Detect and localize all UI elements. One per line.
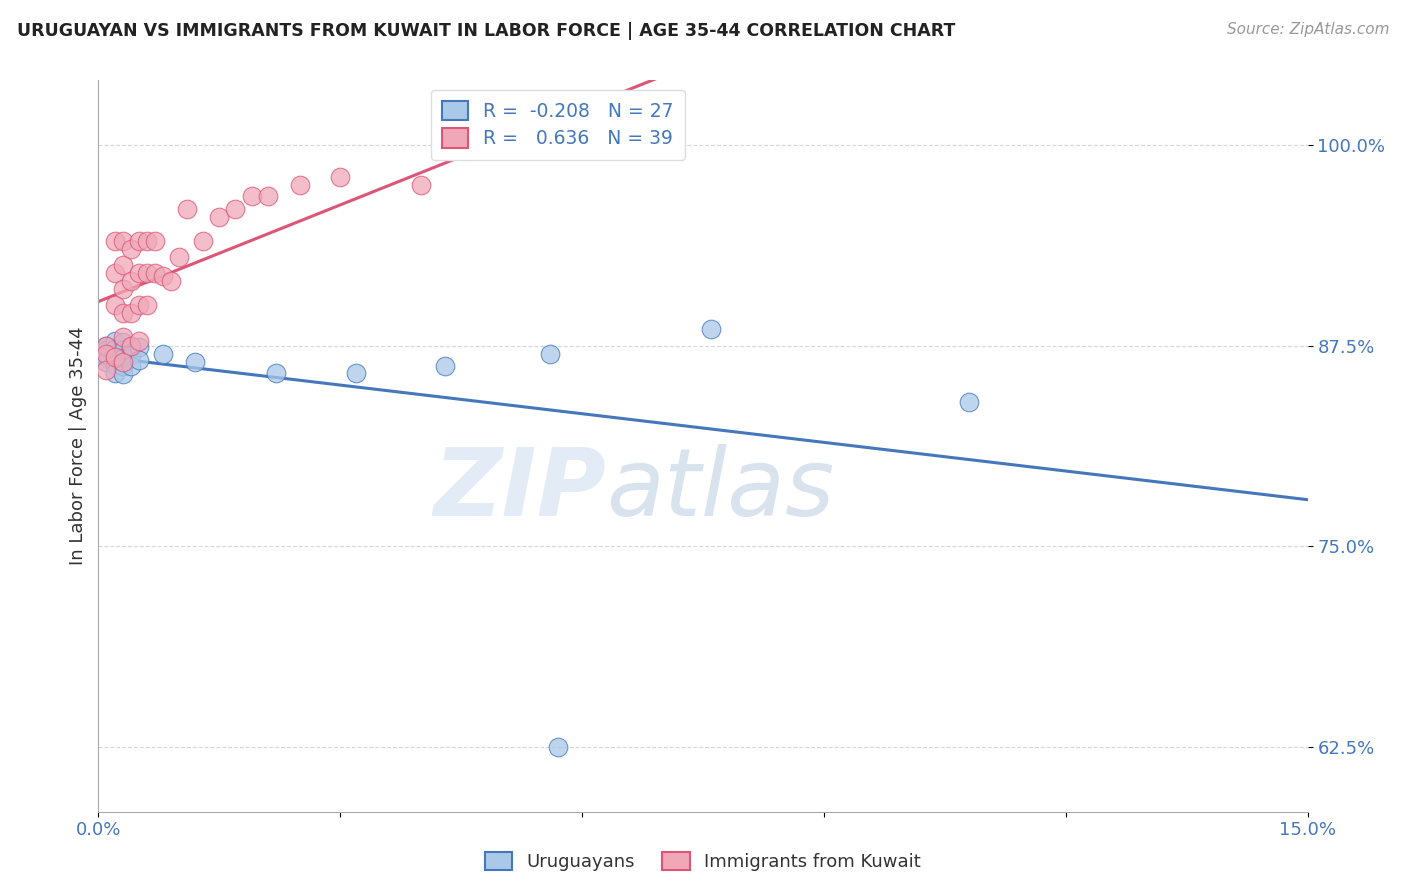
Point — [111, 359, 134, 374]
Point — [96, 350, 118, 364]
Point — [111, 354, 134, 368]
Point — [409, 178, 432, 192]
Point — [167, 250, 190, 264]
Point — [530, 141, 553, 155]
Point — [538, 346, 561, 360]
Point — [256, 189, 278, 203]
Point — [111, 258, 134, 272]
Point — [103, 266, 125, 280]
Point — [957, 394, 980, 409]
Point — [135, 234, 157, 248]
Point — [111, 343, 134, 358]
Point — [128, 340, 150, 354]
Point — [152, 346, 174, 360]
Text: URUGUAYAN VS IMMIGRANTS FROM KUWAIT IN LABOR FORCE | AGE 35-44 CORRELATION CHART: URUGUAYAN VS IMMIGRANTS FROM KUWAIT IN L… — [17, 22, 955, 40]
Point — [111, 234, 134, 248]
Point — [143, 234, 166, 248]
Point — [176, 202, 198, 216]
Point — [120, 242, 142, 256]
Point — [193, 234, 215, 248]
Legend: R =  -0.208   N = 27, R =   0.636   N = 39: R = -0.208 N = 27, R = 0.636 N = 39 — [430, 90, 685, 160]
Point — [103, 334, 125, 348]
Point — [96, 346, 118, 360]
Point — [120, 274, 142, 288]
Point — [344, 366, 367, 380]
Point — [264, 366, 287, 380]
Legend: Uruguayans, Immigrants from Kuwait: Uruguayans, Immigrants from Kuwait — [478, 845, 928, 879]
Point — [612, 141, 634, 155]
Point — [120, 306, 142, 320]
Point — [135, 266, 157, 280]
Point — [103, 358, 125, 372]
Point — [96, 343, 118, 358]
Point — [96, 338, 118, 352]
Point — [96, 338, 118, 352]
Point — [120, 338, 142, 352]
Point — [103, 366, 125, 380]
Point — [152, 269, 174, 284]
Point — [184, 354, 207, 368]
Point — [103, 234, 125, 248]
Point — [111, 306, 134, 320]
Point — [240, 189, 263, 203]
Point — [128, 353, 150, 368]
Point — [288, 178, 311, 192]
Point — [434, 359, 457, 374]
Y-axis label: In Labor Force | Age 35-44: In Labor Force | Age 35-44 — [69, 326, 87, 566]
Point — [135, 298, 157, 312]
Point — [111, 368, 134, 382]
Point — [111, 330, 134, 344]
Point — [111, 335, 134, 350]
Point — [120, 338, 142, 352]
Point — [128, 334, 150, 348]
Point — [111, 282, 134, 296]
Point — [111, 351, 134, 366]
Text: ZIP: ZIP — [433, 444, 606, 536]
Point — [700, 322, 723, 336]
Point — [143, 266, 166, 280]
Text: Source: ZipAtlas.com: Source: ZipAtlas.com — [1226, 22, 1389, 37]
Point — [96, 354, 118, 368]
Point — [128, 266, 150, 280]
Point — [547, 740, 569, 755]
Point — [160, 274, 183, 288]
Point — [120, 348, 142, 362]
Point — [224, 202, 246, 216]
Point — [120, 359, 142, 374]
Point — [128, 298, 150, 312]
Point — [103, 350, 125, 364]
Point — [103, 342, 125, 356]
Point — [96, 362, 118, 376]
Point — [103, 350, 125, 364]
Point — [103, 298, 125, 312]
Point — [128, 234, 150, 248]
Point — [329, 169, 352, 184]
Point — [208, 210, 231, 224]
Text: atlas: atlas — [606, 444, 835, 535]
